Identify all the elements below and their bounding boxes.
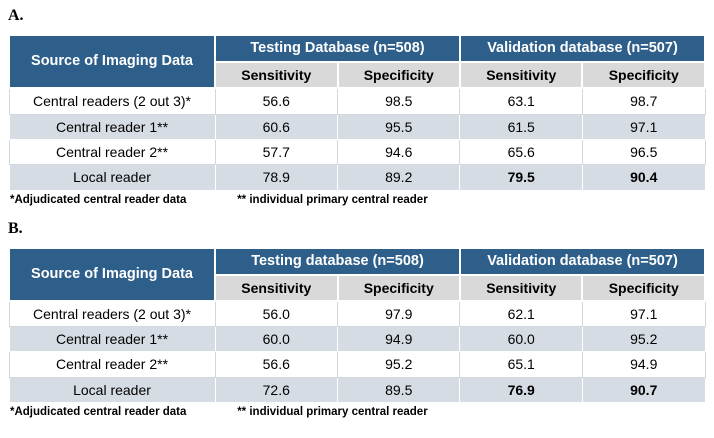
col-header-sensitivity-testing: Sensitivity [214, 273, 339, 302]
value-cell: 94.6 [336, 138, 461, 166]
value-cell: 94.9 [336, 326, 461, 353]
value-cell: 57.7 [214, 138, 339, 166]
footnote-individual: ** individual primary central reader [237, 193, 428, 206]
group-header-row: Source of Imaging Data Testing Database … [7, 33, 707, 90]
table-row: Central reader 2** 56.6 95.2 65.1 94.9 [8, 351, 706, 378]
col-header-specificity-testing: Specificity [336, 61, 461, 90]
value-cell: 63.1 [459, 87, 583, 115]
value-cell: 90.4 [581, 164, 706, 191]
value-cell: 65.6 [459, 138, 583, 166]
results-table-b: Source of Imaging Data Testing database … [7, 246, 707, 404]
table-row: Central reader 2** 57.7 94.6 65.6 96.5 [8, 138, 706, 166]
source-cell: Local reader [8, 376, 216, 404]
group-header-validation: Validation database (n=507) [458, 246, 707, 276]
value-cell: 76.9 [459, 376, 583, 404]
col-header-sensitivity-testing: Sensitivity [214, 61, 339, 90]
value-cell: 56.0 [214, 300, 339, 328]
column-header-row: Sensitivity Specificity Sensitivity Spec… [9, 61, 706, 90]
source-cell: Central reader 1** [8, 113, 216, 140]
footnotes-a: *Adjudicated central reader data ** indi… [8, 194, 706, 206]
source-cell: Central readers (2 out 3)* [8, 300, 216, 328]
corner-header: Source of Imaging Data [7, 33, 217, 90]
corner-header: Source of Imaging Data [7, 246, 217, 302]
panel-b-label: B. [8, 219, 23, 237]
footnote-adjudicated: *Adjudicated central reader data [10, 193, 187, 206]
table-row: Central reader 1** 60.0 94.9 60.0 95.2 [8, 326, 706, 353]
value-cell: 78.9 [214, 164, 339, 191]
table-b-header: Source of Imaging Data Testing database … [7, 246, 707, 302]
table-row: Central readers (2 out 3)* 56.6 98.5 63.… [8, 87, 706, 115]
table-row: Central readers (2 out 3)* 56.0 97.9 62.… [8, 300, 706, 328]
panel-a: A. Source of Imaging Data Testing Databa… [7, 7, 707, 206]
value-cell: 97.1 [581, 300, 706, 328]
panel-b: B. Source of Imaging Data Testing databa… [7, 219, 707, 418]
value-cell: 94.9 [581, 351, 706, 378]
value-cell: 90.7 [581, 376, 706, 404]
footnotes-b: *Adjudicated central reader data ** indi… [8, 406, 706, 418]
group-header-validation: Validation database (n=507) [458, 33, 707, 64]
col-header-specificity-validation: Specificity [581, 61, 706, 90]
col-header-sensitivity-validation: Sensitivity [458, 61, 584, 90]
table-row: Local reader 78.9 89.2 79.5 90.4 [8, 164, 706, 191]
value-cell: 56.6 [214, 351, 339, 378]
table-row: Local reader 72.6 89.5 76.9 90.7 [8, 376, 706, 404]
value-cell: 56.6 [214, 87, 339, 115]
footnote-adjudicated: *Adjudicated central reader data [10, 406, 187, 418]
source-cell: Central readers (2 out 3)* [8, 87, 216, 115]
source-cell: Central reader 1** [8, 326, 216, 353]
col-header-specificity-testing: Specificity [336, 273, 461, 302]
table-b-body: Central readers (2 out 3)* 56.0 97.9 62.… [8, 300, 706, 404]
col-header-specificity-validation: Specificity [581, 273, 706, 302]
table-row: Central reader 1** 60.6 95.5 61.5 97.1 [8, 113, 706, 140]
group-header-testing: Testing database (n=508) [214, 246, 461, 276]
value-cell: 95.2 [336, 351, 461, 378]
table-a-header: Source of Imaging Data Testing Database … [7, 33, 707, 90]
value-cell: 95.2 [581, 326, 706, 353]
group-header-testing: Testing Database (n=508) [214, 33, 461, 64]
col-header-sensitivity-validation: Sensitivity [458, 273, 584, 302]
source-cell: Central reader 2** [8, 351, 216, 378]
results-table-a: Source of Imaging Data Testing Database … [7, 33, 707, 191]
table-a-body: Central readers (2 out 3)* 56.6 98.5 63.… [8, 87, 706, 191]
value-cell: 96.5 [581, 138, 706, 166]
source-cell: Central reader 2** [8, 138, 216, 166]
value-cell: 62.1 [459, 300, 583, 328]
value-cell: 65.1 [459, 351, 583, 378]
value-cell: 60.6 [214, 113, 339, 140]
group-header-row: Source of Imaging Data Testing database … [7, 246, 707, 302]
value-cell: 89.5 [336, 376, 461, 404]
source-cell: Local reader [8, 164, 216, 191]
value-cell: 72.6 [214, 376, 339, 404]
value-cell: 97.1 [581, 113, 706, 140]
value-cell: 60.0 [214, 326, 339, 353]
value-cell: 60.0 [459, 326, 583, 353]
value-cell: 79.5 [459, 164, 583, 191]
footnote-individual: ** individual primary central reader [237, 406, 428, 418]
value-cell: 98.7 [581, 87, 706, 115]
column-header-row: Sensitivity Specificity Sensitivity Spec… [9, 273, 706, 302]
value-cell: 97.9 [336, 300, 461, 328]
value-cell: 61.5 [459, 113, 583, 140]
value-cell: 95.5 [336, 113, 461, 140]
value-cell: 98.5 [336, 87, 461, 115]
panel-a-label: A. [8, 7, 24, 24]
value-cell: 89.2 [336, 164, 461, 191]
